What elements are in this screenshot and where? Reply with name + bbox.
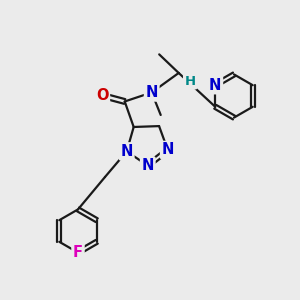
Text: N: N [142,158,154,173]
Text: N: N [146,85,158,100]
Text: F: F [73,245,83,260]
Text: H: H [184,75,196,88]
Text: N: N [162,142,174,158]
Text: N: N [121,144,133,159]
Text: O: O [96,88,109,103]
Text: N: N [209,78,221,93]
